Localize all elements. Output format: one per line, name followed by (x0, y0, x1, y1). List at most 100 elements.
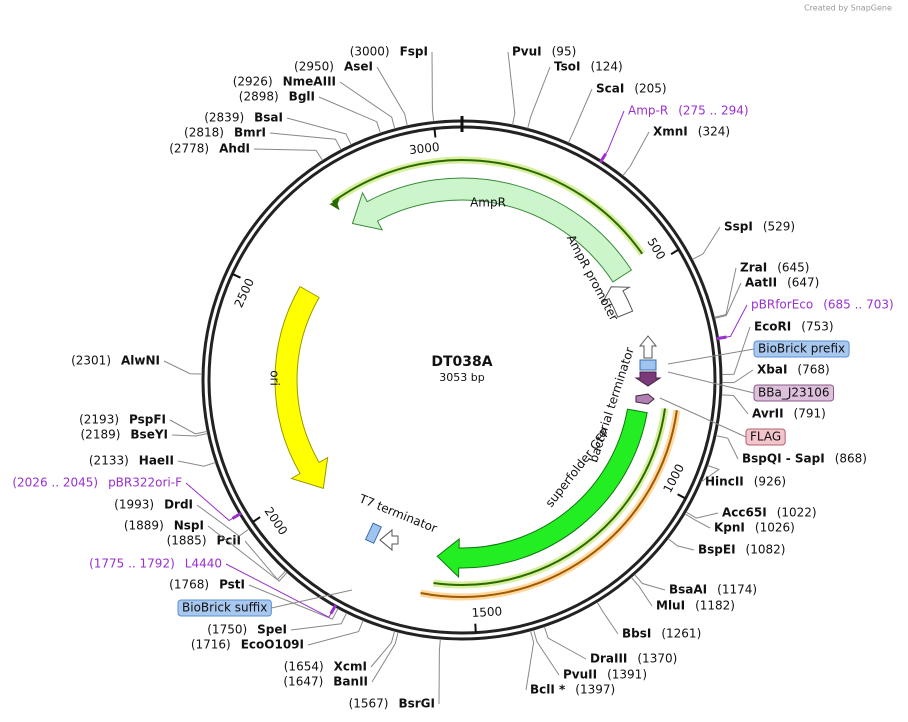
gfp-line (433, 408, 666, 586)
site-name: BglI (289, 90, 315, 104)
site-pos: (868) (835, 452, 867, 466)
site-name: BanII (333, 675, 368, 689)
connector (370, 630, 396, 668)
site-name: BbsI (622, 627, 651, 641)
t7-box (364, 522, 382, 544)
site-pos: (1647) (283, 675, 323, 689)
site-name: DraIII (590, 652, 627, 666)
gfp-arrow (436, 408, 648, 579)
feature-label: T7 terminator (356, 491, 439, 535)
connector (715, 435, 739, 460)
site-name: EcoO109I (241, 638, 304, 652)
site-pos: (2839) (204, 111, 244, 125)
tick-label: 1500 (471, 604, 502, 620)
connector (533, 629, 560, 676)
site-pos: (324) (698, 125, 730, 139)
site-pos: (1750) (207, 623, 247, 637)
connector (721, 369, 754, 384)
connector (248, 584, 339, 620)
site-pos: (1026) (755, 521, 795, 535)
site-name: PvuI (512, 45, 542, 59)
connector (290, 612, 348, 631)
site-name: BmrI (234, 126, 266, 140)
connector (507, 51, 516, 126)
site-pos: (2898) (239, 90, 279, 104)
connector (376, 66, 408, 126)
site-pos: (2950) (294, 60, 334, 74)
connector (163, 360, 203, 375)
site-name: BsrGI (398, 697, 435, 711)
feature-box-label: BioBrick prefix (758, 342, 845, 356)
ampr-promoter-arrow (601, 286, 634, 318)
plasmid-length: 3053 bp (439, 371, 484, 384)
primer-name: pBR322ori-F (108, 476, 182, 490)
connector (169, 419, 208, 435)
connector (196, 504, 250, 537)
t7-arrow (379, 528, 399, 552)
site-pos: (1082) (746, 543, 786, 557)
site-pos: (2778) (169, 142, 209, 156)
connector (371, 631, 399, 683)
site-pos: (768) (797, 363, 829, 377)
bt-down-arrow (634, 371, 662, 387)
credit: Created by SnapGene (804, 4, 892, 13)
site-name: XmnI (653, 125, 688, 139)
site-pos: (1716) (191, 638, 231, 652)
connector (431, 51, 435, 122)
site-name: BsaAI (669, 583, 707, 597)
site-pos: (1182) (695, 599, 735, 613)
site-pos: (1261) (661, 627, 701, 641)
connector (171, 433, 208, 437)
site-pos: (1889) (124, 519, 164, 533)
connector (525, 630, 535, 691)
connector (718, 304, 748, 339)
bt-arrow (638, 335, 658, 359)
primer-pos: (275 .. 294) (678, 104, 748, 118)
ampr-line (332, 159, 644, 255)
connector (721, 394, 749, 415)
site-name: KpnI (714, 521, 745, 535)
primer-name: L4440 (185, 557, 222, 571)
site-pos: (2193) (79, 413, 119, 427)
primer-name: pBRforEco (751, 298, 813, 312)
site-name: AlwNI (121, 354, 160, 368)
connector (721, 326, 751, 376)
site-name: BclI * (530, 683, 566, 697)
ampr-arrow (351, 177, 633, 283)
connector (527, 66, 551, 129)
tick-label: 3000 (408, 140, 440, 157)
site-name: BsaI (254, 111, 283, 125)
site-name: PvuII (563, 668, 597, 682)
tick-mark (231, 273, 241, 279)
site-pos: (926) (754, 475, 786, 489)
site-name: EcoRI (754, 320, 791, 334)
feature-box-label: BBa_J23106 (758, 386, 830, 400)
site-name: SpeI (257, 623, 287, 637)
site-pos: (1022) (777, 506, 817, 520)
ampr-line-head (329, 198, 340, 211)
connector (207, 525, 286, 581)
site-name: SspI (724, 220, 753, 234)
feature-label: AmpR (470, 196, 506, 210)
feature-box-label: FLAG (750, 430, 781, 444)
site-name: NmeAIII (283, 75, 336, 89)
primer-line (420, 410, 678, 598)
site-pos: (2133) (89, 454, 129, 468)
connector (339, 81, 396, 129)
connector (438, 639, 441, 705)
tick-mark (433, 128, 437, 138)
tick-label: 2000 (262, 505, 291, 538)
feature-label: ori (268, 370, 282, 386)
bt-box (639, 359, 657, 371)
connector (318, 96, 381, 134)
connector (596, 601, 619, 635)
site-pos: (3000) (350, 45, 390, 59)
connector (286, 117, 352, 146)
site-name: Acc65I (722, 506, 767, 520)
site-name: XcmI (334, 660, 367, 674)
connector (177, 460, 216, 467)
primer-name: Amp-R (628, 104, 668, 118)
connector (543, 626, 587, 660)
connector (600, 110, 625, 161)
